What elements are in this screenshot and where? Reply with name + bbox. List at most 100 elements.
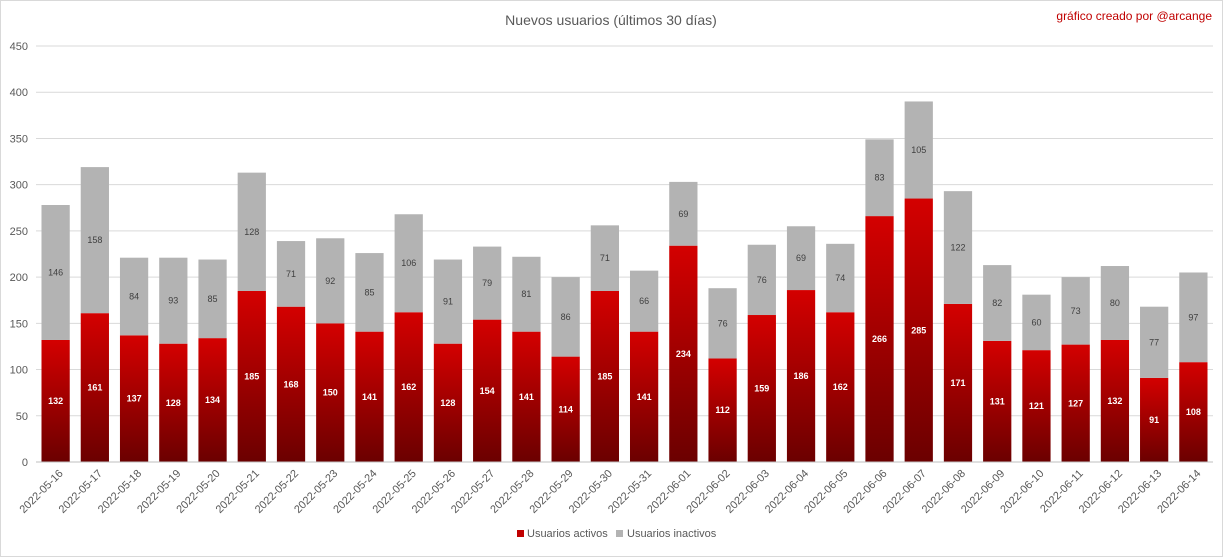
data-label-inactive: 91 [443,297,453,307]
chart-title: Nuevos usuarios (últimos 30 días) [505,12,717,28]
y-tick-label: 250 [10,226,28,238]
data-label-inactive: 66 [639,296,649,306]
bar-active [1179,362,1208,462]
bar-inactive [1179,272,1208,363]
data-label-inactive: 128 [244,227,259,237]
y-tick-label: 400 [10,87,28,99]
data-label-inactive: 79 [482,278,492,288]
bar-inactive [355,253,384,332]
data-label-active: 159 [754,384,769,394]
data-label-active: 132 [48,396,63,406]
data-label-active: 121 [1029,401,1044,411]
data-label-active: 132 [1107,396,1122,406]
data-label-inactive: 81 [521,289,531,299]
bar-inactive [708,288,737,359]
data-label-active: 134 [205,395,220,405]
bar-inactive [943,191,973,304]
data-label-active: 127 [1068,398,1083,408]
bar-inactive [159,257,188,344]
data-label-inactive: 71 [286,269,296,279]
data-label-inactive: 146 [48,267,63,277]
bar-active [119,335,149,462]
data-label-active: 141 [637,392,652,402]
data-label-inactive: 69 [678,209,688,219]
legend-label-inactive: Usuarios inactivos [627,528,717,540]
bar-active [1140,377,1169,462]
bar-inactive [1100,266,1130,340]
data-label-active: 91 [1149,415,1159,425]
data-label-inactive: 105 [911,145,926,155]
legend-swatch-active [517,530,524,537]
bar-active [433,343,463,462]
data-label-inactive: 69 [796,253,806,263]
data-label-active: 161 [87,383,102,393]
data-label-active: 162 [401,382,416,392]
data-label-inactive: 74 [835,273,845,283]
data-label-inactive: 76 [757,275,767,285]
credit-text: gráfico creado por @arcange [1056,9,1212,23]
data-label-active: 114 [558,404,573,414]
bar-active [80,313,109,462]
bar-active [1061,344,1090,462]
bar-inactive [41,205,70,340]
data-label-active: 108 [1186,407,1201,417]
bars: 132 146 161 158 137 84 128 93 134 85 185 128 168 71 15… [41,101,1208,463]
data-label-active: 234 [676,349,691,359]
bar-active [826,312,855,462]
y-tick-label: 300 [10,180,28,192]
bar-active [512,331,541,462]
bar-active [786,290,816,462]
data-label-active: 168 [284,379,299,389]
bar-active [159,343,188,462]
data-label-inactive: 80 [1110,298,1120,308]
bar-active [237,290,266,462]
bar-inactive [394,214,423,313]
data-label-inactive: 76 [718,318,728,328]
bar-active [316,323,345,462]
bar-active [983,340,1012,462]
y-tick-label: 350 [10,133,28,145]
bar-inactive [904,101,933,199]
bar-active [590,290,620,462]
data-label-active: 112 [715,405,730,415]
y-tick-label: 150 [10,318,28,330]
bar-active [669,245,698,462]
data-label-active: 128 [440,398,455,408]
data-label-active: 185 [597,371,612,381]
bar-inactive [316,238,345,324]
bar-active [276,306,306,462]
bar-inactive [473,246,502,320]
bar-inactive [80,167,109,314]
bar-inactive [629,270,659,332]
y-tick-label: 450 [10,41,28,53]
bar-active [708,358,737,462]
bar-inactive [590,225,620,291]
data-label-inactive: 106 [401,258,416,268]
data-label-active: 185 [244,371,259,381]
y-axis: 0 50 100 150 200 250 300 350 400 450 [10,41,28,469]
bar-active [904,198,933,463]
data-label-inactive: 84 [129,292,139,302]
bar-inactive [983,265,1012,341]
bar-inactive [1061,277,1090,345]
bar-inactive [433,259,463,344]
bar-active [865,216,894,462]
data-label-inactive: 60 [1031,317,1041,327]
bar-active [1100,339,1130,462]
data-label-active: 154 [480,386,495,396]
x-axis: 2022-05-162022-05-172022-05-182022-05-19… [17,461,1213,516]
data-label-active: 128 [166,398,181,408]
data-label-active: 171 [950,378,965,388]
bar-inactive [512,256,541,332]
y-tick-label: 100 [10,365,28,377]
legend: Usuarios activos Usuarios inactivos [517,528,717,540]
bar-active [355,331,384,462]
data-label-inactive: 97 [1188,312,1198,322]
y-tick-label: 50 [16,411,28,423]
bar-active [747,315,776,462]
bar-active [1022,350,1051,462]
y-tick-label: 200 [10,272,28,284]
data-label-inactive: 82 [992,298,1002,308]
data-label-inactive: 73 [1071,306,1081,316]
